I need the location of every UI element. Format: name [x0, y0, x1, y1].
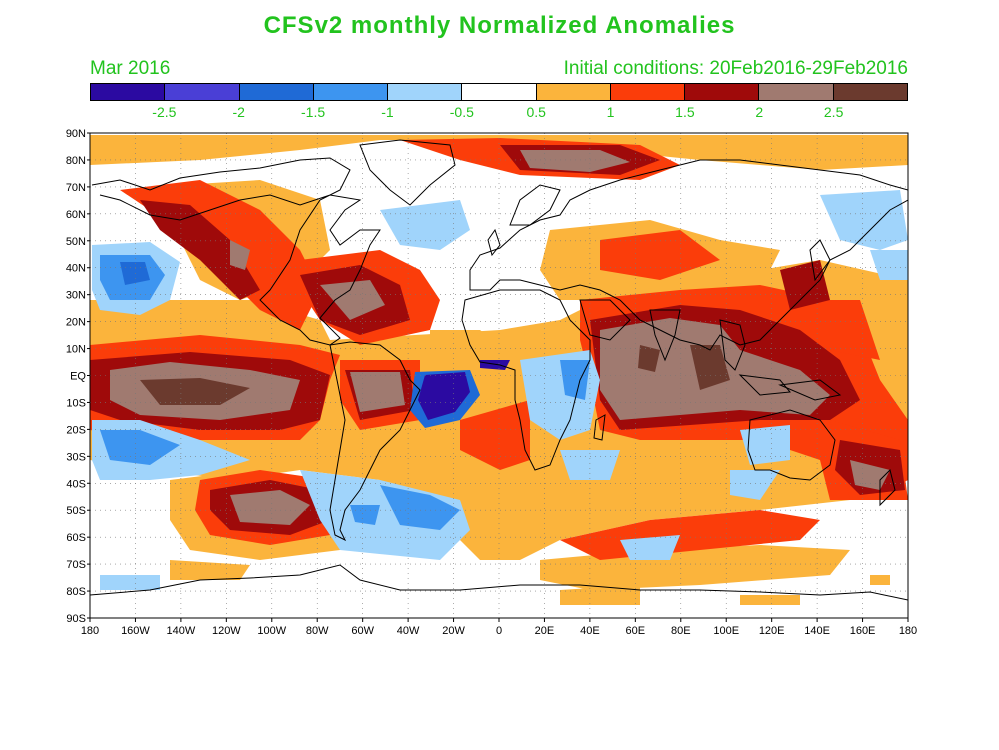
latitude-label: EQ — [70, 371, 86, 383]
longitude-label: 160E — [850, 625, 876, 637]
latitude-label: 60S — [66, 532, 86, 544]
longitude-label: 180 — [899, 625, 917, 637]
latitude-labels: 90N 80N 70N 60N 50N 40N 30N 20N 10N EQ 10S 20S 30S 40… — [66, 128, 90, 625]
longitude-label: 140E — [804, 625, 830, 637]
colorbar-swatch — [165, 84, 240, 100]
colorbar — [90, 83, 908, 101]
colorbar-label: 0.5 — [526, 104, 546, 120]
latitude-label: 80N — [66, 155, 86, 167]
initial-conditions: Initial conditions: 20Feb2016-29Feb2016 — [563, 58, 908, 79]
longitude-label: 160W — [121, 625, 150, 637]
colorbar-swatch — [91, 84, 166, 100]
latitude-label: 20S — [66, 424, 86, 436]
latitude-label: 30N — [66, 290, 86, 302]
latitude-label: 40N — [66, 263, 86, 275]
latitude-label: 90S — [66, 613, 86, 625]
longitude-label: 80W — [306, 625, 329, 637]
longitude-labels: 180 160W 140W 120W 100W 80W 60W 40W 20W 0 20E 40E 60… — [81, 618, 917, 637]
longitude-label: 20E — [535, 625, 555, 637]
colorbar-swatch — [759, 84, 834, 100]
latitude-label: 60N — [66, 209, 86, 221]
colorbar-swatch — [462, 84, 537, 100]
colorbar-label: -1.5 — [301, 104, 326, 120]
longitude-label: 120E — [759, 625, 785, 637]
colorbar-swatch — [313, 84, 389, 100]
colorbar-swatch — [388, 84, 463, 100]
latitude-label: 90N — [66, 128, 86, 140]
latitude-label: 80S — [66, 586, 86, 598]
latitude-label: 70N — [66, 182, 86, 194]
colorbar-label: 2.5 — [823, 104, 844, 120]
colorbar-swatch — [833, 84, 907, 100]
colorbar-label: -2.5 — [152, 104, 177, 120]
anomaly-fields — [90, 135, 908, 605]
longitude-label: 180 — [81, 625, 99, 637]
longitude-label: 40E — [580, 625, 600, 637]
longitude-label: 20W — [442, 625, 465, 637]
longitude-label: 60E — [626, 625, 646, 637]
colorbar-label: 1.5 — [675, 104, 695, 120]
coastlines — [90, 139, 908, 601]
graticule — [90, 133, 908, 618]
colorbar-label: 2 — [755, 104, 764, 120]
latitude-label: 10N — [66, 344, 86, 356]
latitude-label: 50S — [66, 505, 86, 517]
longitude-label: 60W — [351, 625, 374, 637]
longitude-label: 100W — [257, 625, 286, 637]
colorbar-swatch — [685, 84, 760, 100]
latitude-label: 70S — [66, 559, 86, 571]
latitude-label: 50N — [66, 236, 86, 248]
latitude-label: 20N — [66, 317, 86, 329]
colorbar-swatch — [239, 84, 314, 100]
latitude-label: 40S — [66, 478, 86, 490]
colorbar-label: -0.5 — [449, 104, 474, 120]
colorbar-label: -1 — [381, 104, 394, 120]
longitude-label: 40W — [397, 625, 420, 637]
colorbar-label: 1 — [606, 104, 615, 120]
colorbar-label: -2 — [232, 104, 245, 120]
longitude-label: 80E — [671, 625, 691, 637]
longitude-label: 120W — [212, 625, 241, 637]
colorbar-swatch — [610, 84, 686, 100]
latitude-label: 10S — [66, 397, 86, 409]
longitude-label: 140W — [167, 625, 196, 637]
colorbar-swatch — [536, 84, 611, 100]
latitude-label: 30S — [66, 451, 86, 463]
map-title: CFSv2 monthly Normalized Anomalies — [263, 12, 736, 39]
forecast-month: Mar 2016 — [90, 58, 171, 79]
longitude-label: 0 — [496, 625, 502, 637]
longitude-label: 100E — [713, 625, 739, 637]
